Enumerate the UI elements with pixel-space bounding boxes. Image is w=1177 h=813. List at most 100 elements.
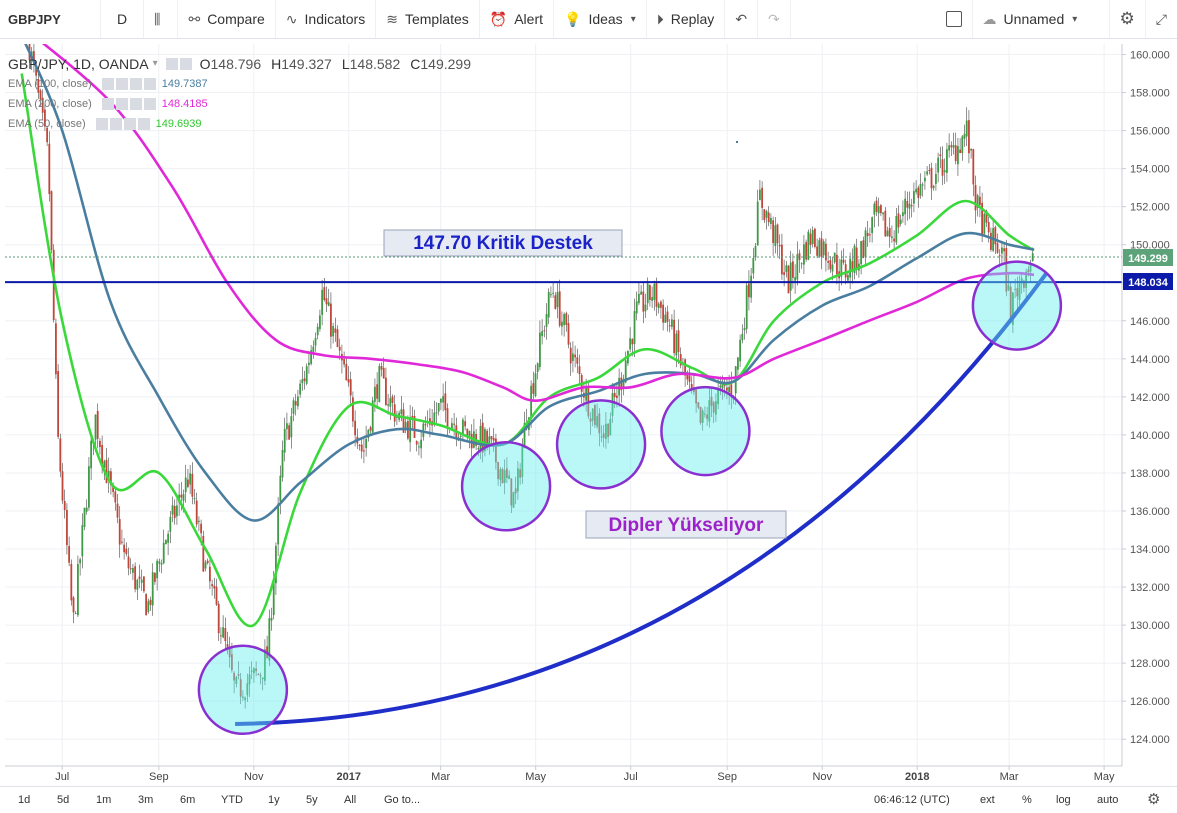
eye-icon[interactable] [101, 78, 114, 91]
candle-body [913, 191, 915, 204]
eye-icon[interactable] [101, 98, 114, 111]
gear-icon[interactable] [115, 78, 128, 91]
candle-body [576, 357, 579, 364]
gear-icon[interactable] [115, 98, 128, 111]
candle-body [979, 196, 981, 205]
replay-button[interactable]: ⏵ Replay [647, 0, 726, 38]
close-icon[interactable] [143, 78, 156, 91]
candle-body [134, 566, 137, 590]
rising-note-box[interactable] [585, 510, 787, 539]
candle-body [492, 437, 495, 441]
fullscreen-toggle[interactable] [936, 0, 973, 38]
candle-body [877, 206, 880, 214]
candle-body [103, 461, 106, 468]
time-axis[interactable]: Jul Sep Nov 2017 Mar May Jul Sep Nov 2018 Mar May [55, 766, 1115, 783]
gear-icon[interactable] [109, 118, 122, 131]
candle-body [759, 189, 761, 201]
indicators-button[interactable]: ∿ Indicators [276, 0, 377, 38]
ema50-line[interactable] [20, 73, 1035, 628]
candle-body [88, 466, 90, 508]
low-highlight-circle[interactable] [660, 385, 751, 477]
ema200-line[interactable] [22, 40, 1035, 403]
range-1y[interactable]: 1y [268, 794, 280, 806]
range-1d[interactable]: 1d [18, 794, 31, 806]
maximize-button[interactable]: ⤢ [1146, 0, 1177, 38]
eye-icon[interactable] [165, 58, 178, 70]
chart-style-button[interactable]: ⫼ [144, 0, 179, 38]
candle-body [930, 167, 933, 189]
close-icon[interactable] [137, 118, 150, 131]
ideas-button[interactable]: 💡 Ideas ▾ [554, 0, 647, 38]
range-3m[interactable]: 3m [138, 794, 154, 806]
price-chart[interactable]: 124.000 126.000 128.000 130.000 132.000 134.0… [0, 40, 1177, 786]
candle-body [101, 444, 104, 465]
close-icon[interactable] [143, 98, 156, 111]
undo-button[interactable]: ↶ [725, 0, 759, 38]
layout-button[interactable]: ☁ Unnamed ▾ [973, 0, 1110, 38]
candle-body [308, 362, 310, 366]
range-ytd[interactable]: YTD [221, 794, 243, 806]
candle-body [847, 274, 849, 281]
eye-icon[interactable] [95, 118, 108, 131]
candle-body [880, 205, 882, 214]
range-1m[interactable]: 1m [96, 794, 112, 806]
plus-icon[interactable] [129, 98, 142, 111]
candle-body [338, 346, 341, 351]
candle-body [143, 576, 145, 592]
settings-button[interactable]: ⚙ [1110, 0, 1146, 38]
support-note-box[interactable] [383, 229, 623, 257]
compare-button[interactable]: ⚯ Compare [178, 0, 276, 38]
candle-body [765, 210, 768, 218]
goto-button[interactable]: Go to... [384, 794, 421, 806]
candle-body [666, 311, 669, 322]
legend-title[interactable]: GBP/JPY, 1D, OANDA [8, 56, 149, 72]
low-highlight-circle[interactable] [971, 260, 1063, 351]
candle-body [171, 505, 174, 515]
gear-icon[interactable]: ⚙ [1147, 791, 1161, 808]
percent-toggle[interactable]: % [1022, 794, 1032, 806]
candle-body [915, 188, 918, 193]
candle-body [842, 259, 845, 263]
ext-toggle[interactable]: ext [980, 794, 995, 806]
indicator-ema100[interactable]: EMA (100, close) 149.7387 [8, 78, 208, 91]
indicator-ema50[interactable]: EMA (50, close) 149.6939 [8, 118, 202, 131]
rising-lows-curve[interactable] [235, 272, 1049, 727]
candle-body [519, 469, 522, 478]
gear-icon[interactable] [179, 58, 192, 70]
candle-body [220, 635, 222, 637]
low-highlight-circle[interactable] [460, 441, 552, 532]
candle-body [646, 283, 649, 304]
low-highlight-circle[interactable] [555, 399, 647, 490]
range-all[interactable]: All [344, 794, 357, 806]
plus-icon[interactable] [123, 118, 136, 131]
range-6m[interactable]: 6m [180, 794, 196, 806]
indicator-ema200[interactable]: EMA (200, close) 148.4185 [8, 98, 208, 111]
log-toggle[interactable]: log [1056, 794, 1071, 806]
candle-body [899, 219, 902, 224]
candle-body [968, 120, 970, 154]
alert-button[interactable]: ⏰ Alert [480, 0, 554, 38]
redo-button[interactable]: ↷ [758, 0, 791, 38]
legend-dropdown[interactable]: ▾ [152, 58, 158, 69]
candle-body [688, 375, 691, 382]
candle-body [453, 423, 456, 425]
low-highlight-circle[interactable] [197, 644, 289, 736]
plus-icon[interactable] [129, 78, 142, 91]
candle-body [1029, 263, 1032, 272]
candle-body [884, 210, 887, 237]
candle-body [743, 328, 746, 331]
candle-body [288, 425, 291, 440]
templates-button[interactable]: ≋ Templates [376, 0, 480, 38]
auto-toggle[interactable]: auto [1097, 794, 1119, 806]
candle-body [486, 430, 489, 446]
range-5d[interactable]: 5d [57, 794, 70, 806]
gear-icon: ⚙ [1119, 9, 1135, 28]
candle-body [490, 436, 493, 440]
candle-body [200, 523, 203, 534]
candle-body [50, 191, 53, 250]
candle-body [437, 403, 440, 412]
range-5y[interactable]: 5y [306, 794, 318, 806]
candle-body [591, 408, 594, 421]
resolution-button[interactable]: D [101, 0, 144, 38]
symbol-search[interactable]: GBPJPY [0, 0, 101, 38]
